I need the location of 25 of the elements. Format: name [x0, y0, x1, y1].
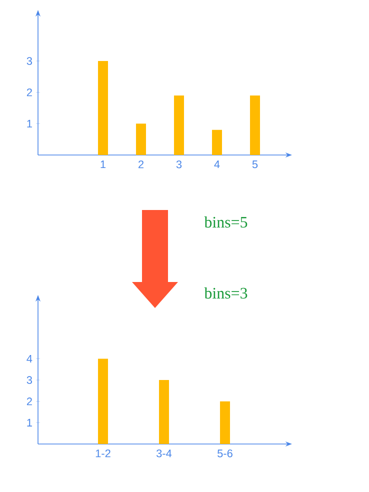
text: bins=5: [204, 216, 248, 228]
bar: [250, 95, 260, 155]
bar: [98, 358, 108, 444]
y-tick-label: 1: [27, 418, 32, 426]
bar: [220, 401, 230, 444]
x-tick-label: 4: [214, 160, 220, 168]
y-tick-label: 4: [26, 354, 32, 362]
x-tick-label: 3: [176, 160, 182, 168]
y-tick-label: 3: [26, 376, 32, 384]
bar: [98, 60, 108, 155]
x-tick-label: 5: [252, 160, 258, 168]
y-tick-label: 3: [26, 57, 32, 65]
x-tick-label: 3-4: [156, 450, 172, 458]
x-tick-label: 5-6: [218, 450, 232, 458]
x-tick-label: 1: [100, 160, 106, 168]
y-tick-label: 2: [26, 88, 32, 96]
text: bins=3: [204, 287, 248, 299]
bar: [212, 130, 222, 155]
y-tick-label: 1: [27, 120, 32, 128]
bar: [159, 380, 170, 444]
bar: [174, 95, 184, 155]
x-tick-label: 2: [138, 160, 144, 168]
x-tick-label: 1-2: [96, 450, 110, 458]
bar: [136, 124, 146, 155]
y-tick-label: 2: [26, 398, 32, 406]
